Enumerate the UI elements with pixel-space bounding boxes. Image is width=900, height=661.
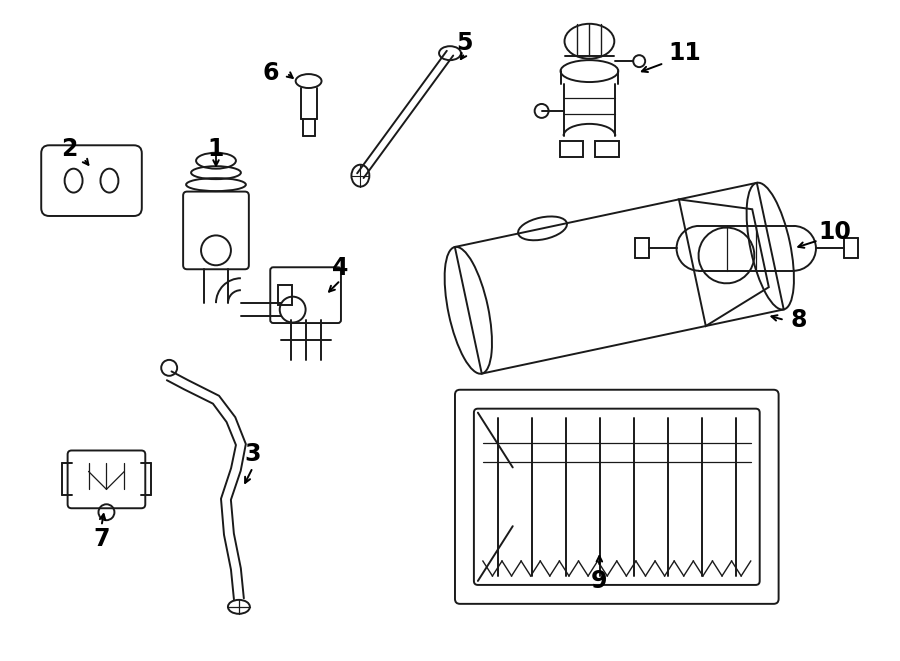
Bar: [560, 141, 583, 157]
Text: 2: 2: [61, 137, 77, 161]
Text: 5: 5: [456, 31, 473, 56]
Text: 8: 8: [790, 308, 806, 332]
Text: 3: 3: [245, 442, 261, 467]
Bar: [278, 285, 293, 305]
Bar: [454, 183, 784, 373]
Text: 7: 7: [94, 527, 110, 551]
Text: 9: 9: [591, 569, 608, 593]
Text: 1: 1: [208, 137, 224, 161]
Text: 11: 11: [669, 41, 701, 65]
Text: 6: 6: [263, 61, 279, 85]
Text: 4: 4: [332, 256, 348, 280]
Bar: [596, 141, 619, 157]
Text: 10: 10: [818, 220, 850, 245]
